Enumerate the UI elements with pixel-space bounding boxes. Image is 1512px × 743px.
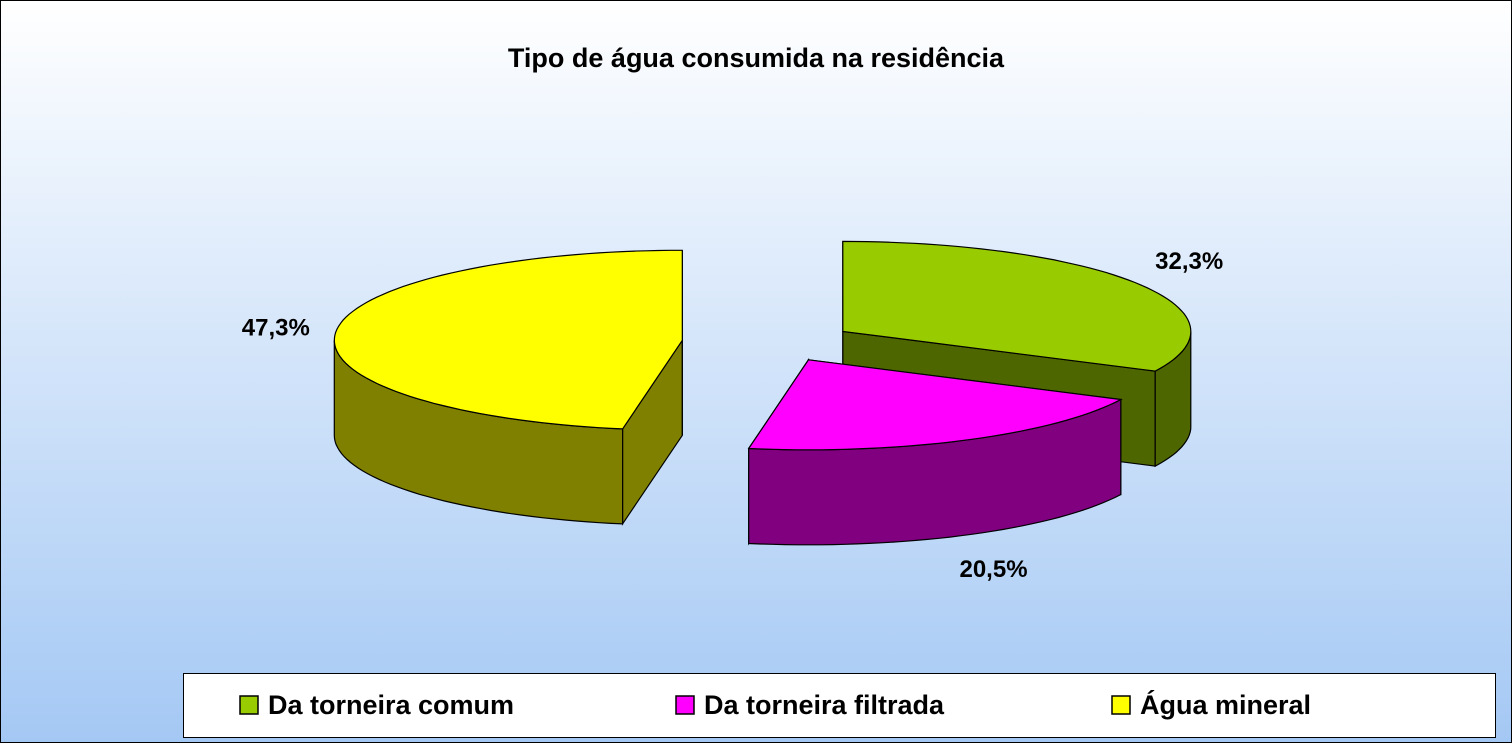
- chart-title: Tipo de água consumida na residência: [508, 43, 1005, 73]
- data-label: 20,5%: [959, 556, 1027, 583]
- legend-box: [183, 673, 1496, 738]
- slice-top: [747, 359, 1123, 451]
- legend-label: Da torneira comum: [268, 690, 514, 720]
- legend-label: Da torneira filtrada: [704, 690, 945, 720]
- legend-swatch: [1111, 695, 1131, 715]
- data-label: 32,3%: [1155, 248, 1223, 275]
- data-label: 47,3%: [242, 314, 310, 341]
- legend-label: Água mineral: [1140, 689, 1311, 720]
- slice-top: [333, 249, 683, 430]
- slice-top: [842, 240, 1192, 372]
- legend-swatch: [675, 695, 695, 715]
- legend-swatch: [239, 695, 259, 715]
